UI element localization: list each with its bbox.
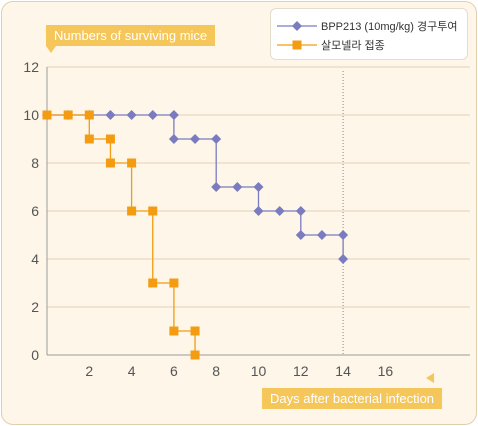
data-point-diamond [316,230,327,240]
legend-item-bpp213: BPP213 (10mg/kg) 경구투여 [277,17,467,35]
square-marker-icon [277,40,317,50]
legend-item-salmonella: 살모넬라 접종 [277,36,467,54]
data-point-diamond [105,110,116,120]
x-tick-label: 16 [378,363,394,379]
x-axis-label: Days after bacterial infection [262,388,443,409]
data-point-square [105,158,115,168]
data-point-square [84,134,94,144]
series-line [47,114,196,355]
y-tick-label: 4 [31,251,39,267]
data-point-square [148,206,158,216]
y-tick-label: 0 [31,347,39,363]
legend: BPP213 (10mg/kg) 경구투여 살모넬라 접종 [270,8,468,60]
data-point-diamond [126,110,137,120]
data-point-square [84,110,94,120]
data-point-square [148,278,158,288]
data-point-diamond [211,182,222,192]
data-point-square [190,350,200,360]
data-point-square [105,134,115,144]
y-tick-label: 2 [31,299,39,315]
data-point-square [190,326,200,336]
data-point-diamond [295,230,306,240]
data-point-diamond [295,206,306,216]
data-point-diamond [274,206,285,216]
y-axis-label: Numbers of surviving mice [46,25,216,46]
x-label-pointer-icon [426,373,434,383]
x-tick-label: 4 [128,363,136,379]
data-point-diamond [253,182,264,192]
data-point-square [127,206,137,216]
legend-label-bpp213: BPP213 (10mg/kg) 경구투여 [321,21,458,33]
y-tick-label: 6 [31,203,39,219]
data-point-diamond [253,206,264,216]
data-point-diamond [190,134,201,144]
x-tick-label: 12 [293,363,309,379]
data-point-diamond [168,110,179,120]
x-tick-label: 14 [335,363,351,379]
x-tick-label: 10 [251,363,267,379]
data-point-square [169,278,179,288]
y-tick-label: 10 [23,107,39,123]
data-point-diamond [211,134,222,144]
y-tick-label: 8 [31,155,39,171]
data-point-square [42,110,52,120]
data-point-diamond [147,110,158,120]
diamond-marker-icon [277,21,317,31]
data-point-square [63,110,73,120]
x-tick-label: 2 [85,363,93,379]
data-point-square [127,158,137,168]
x-tick-label: 6 [170,363,178,379]
data-point-diamond [338,254,349,264]
y-label-pointer-icon [46,46,56,53]
data-point-diamond [338,230,349,240]
x-tick-label: 8 [212,363,220,379]
legend-label-salmonella: 살모넬라 접종 [321,40,385,52]
data-point-diamond [232,182,243,192]
data-point-square [169,326,179,336]
y-tick-label: 12 [23,59,39,75]
data-point-diamond [168,134,179,144]
